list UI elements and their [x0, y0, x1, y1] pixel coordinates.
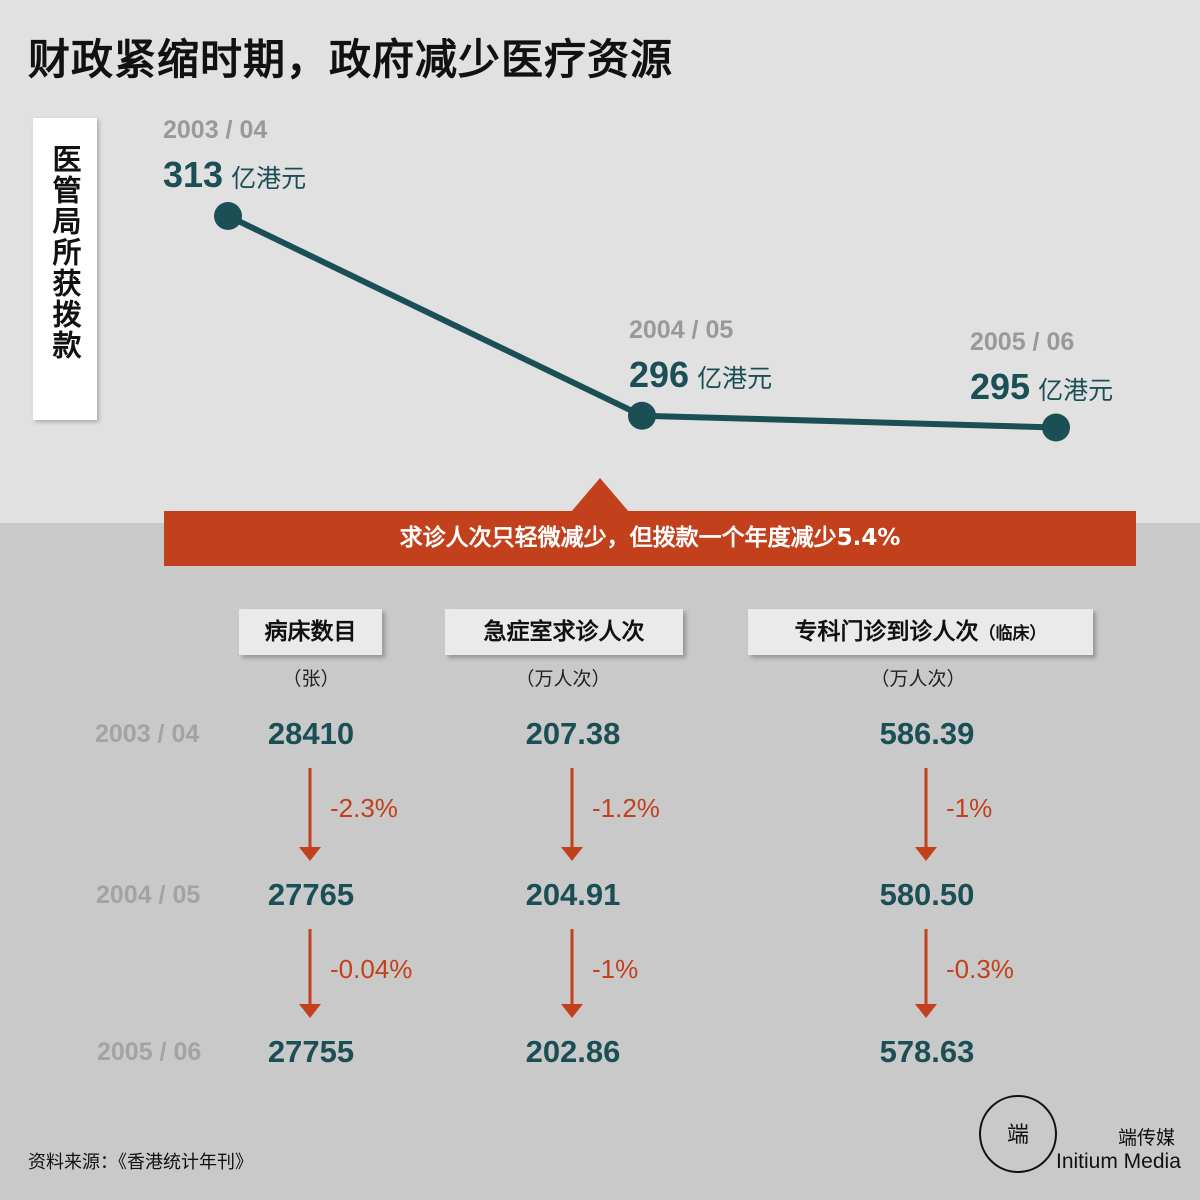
point-unit: 亿港元	[1038, 375, 1114, 405]
column-title: 专科门诊到诊人次	[794, 619, 979, 645]
point-year-label: 2005 / 06	[970, 327, 1075, 356]
table-cell-value: 204.91	[525, 877, 621, 912]
data-point	[628, 401, 656, 430]
point-unit: 亿港元	[231, 164, 307, 193]
table-cell-value: 27765	[267, 877, 355, 912]
table-cell-value: 580.50	[879, 877, 975, 912]
brand-name-cn: 端传媒	[1118, 1127, 1176, 1149]
column-unit: （万人次）	[515, 668, 611, 690]
change-arrow-head	[915, 847, 937, 861]
table-cell-value: 202.86	[525, 1034, 621, 1069]
change-percent: -0.04%	[330, 954, 413, 984]
point-value-label: 313 亿港元	[163, 154, 306, 196]
table-cell-value: 207.38	[525, 716, 621, 751]
point-value-label: 296 亿港元	[629, 354, 772, 396]
data-point	[1042, 413, 1070, 442]
table-cell-value: 578.63	[879, 1034, 975, 1069]
column-title-note: （临床）	[978, 624, 1047, 644]
brand-logo: 端	[979, 1095, 1057, 1173]
table-cell-value: 28410	[267, 716, 355, 751]
change-percent: -0.3%	[946, 954, 1014, 984]
line-chart	[214, 202, 1070, 442]
change-percent: -1%	[946, 793, 993, 823]
point-value: 313	[163, 154, 224, 195]
column-header: 急症室求诊人次	[445, 609, 683, 655]
brand-name-en: Initium Media	[1056, 1150, 1181, 1173]
brand-logo-mark: 端	[1006, 1123, 1029, 1148]
table-cell-value: 586.39	[879, 716, 975, 751]
change-percent: -1.2%	[592, 793, 660, 823]
chart-background	[0, 0, 1200, 523]
row-year-label: 2005 / 06	[97, 1038, 202, 1066]
change-arrow-head	[915, 1004, 937, 1018]
y-axis-label-box: 医管局所获拨款	[33, 118, 97, 420]
point-value: 295	[970, 365, 1031, 407]
change-arrow-head	[299, 1004, 321, 1018]
point-year-label: 2004 / 05	[629, 315, 734, 344]
column-title: 病床数目	[264, 619, 357, 645]
column-title: 急症室求诊人次	[483, 619, 645, 645]
change-arrow-head	[561, 847, 583, 861]
column-unit: （万人次）	[870, 668, 966, 690]
row-year-label: 2003 / 04	[95, 720, 200, 748]
source-note: 资料来源：《香港统计年刊》	[28, 1152, 253, 1173]
table-cell-value: 27755	[267, 1034, 355, 1069]
change-percent: -2.3%	[330, 793, 398, 823]
row-year-label: 2004 / 05	[96, 881, 201, 909]
point-unit: 亿港元	[697, 363, 773, 393]
data-point	[214, 202, 242, 230]
point-value-label: 295 亿港元	[970, 366, 1113, 408]
point-value: 296	[629, 353, 690, 395]
point-year-label: 2003 / 04	[163, 116, 268, 144]
change-arrow-head	[299, 847, 321, 861]
y-axis-label: 医管局所获拨款	[48, 144, 82, 361]
column-header: 病床数目	[239, 609, 382, 655]
banner-pointer	[571, 478, 629, 512]
page-title: 财政紧缩时期，政府减少医疗资源	[28, 35, 674, 84]
summary-banner: 求诊人次只轻微减少，但拨款一个年度减少5.4%	[164, 511, 1136, 566]
change-percent: -1%	[592, 954, 639, 984]
column-unit: （张）	[282, 668, 340, 690]
change-arrow-head	[561, 1004, 583, 1018]
column-header: 专科门诊到诊人次（临床）	[748, 609, 1093, 655]
